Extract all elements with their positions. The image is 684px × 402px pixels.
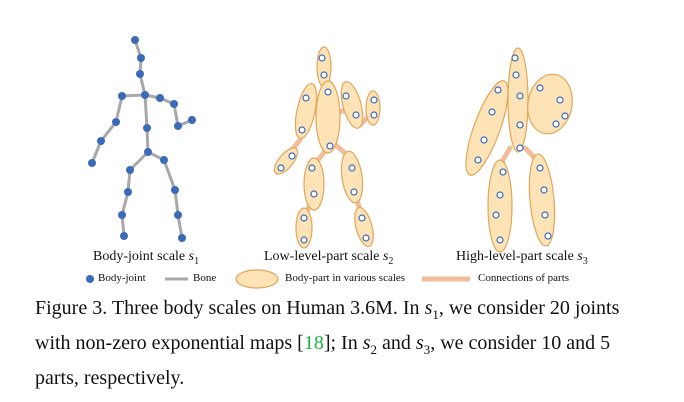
caption-prefix: Figure 3. Three body scales on Human 3.6… <box>35 297 425 319</box>
legend-connection-label: Connections of parts <box>478 272 570 284</box>
scale-variable: s <box>382 249 389 264</box>
caption-var-s1: s <box>424 297 433 319</box>
skeleton-panel <box>88 36 196 242</box>
panel-name: Low-level-part scale <box>264 249 380 264</box>
caption-suffix: , we consider 10 and 5 parts, respective… <box>35 332 611 389</box>
panel-label-low-level-part: Low-level-part scale s2 <box>264 249 393 267</box>
legend-markers <box>86 269 470 289</box>
panel-name: High-level-part scale <box>456 249 574 264</box>
caption-sub-3: 3 <box>423 342 431 357</box>
panel-label-high-level-part: High-level-part scale s3 <box>456 249 588 267</box>
scale-subscript: 1 <box>194 255 200 267</box>
caption-sub-2: 2 <box>370 342 378 357</box>
scale-variable: s <box>577 249 583 264</box>
caption-sub-1: 1 <box>432 307 439 322</box>
caption-var-s2: s <box>362 332 371 354</box>
high-level-parts-panel <box>465 47 573 253</box>
citation-link[interactable]: 18 <box>303 332 324 354</box>
legend-part-marker <box>235 269 279 289</box>
legend-joint-label: Body-joint <box>98 272 146 284</box>
bones <box>90 38 194 240</box>
panel-name: Body-joint scale <box>93 249 186 264</box>
legend-joint-marker <box>86 275 94 283</box>
joints <box>88 36 196 242</box>
part-joints <box>277 54 378 244</box>
scale-variable: s <box>188 249 195 264</box>
scale-subscript: 2 <box>388 255 394 267</box>
low-level-parts-panel <box>273 46 381 249</box>
panel-label-body-joint: Body-joint scale s1 <box>93 249 199 267</box>
legend-bone-label: Bone <box>193 272 217 284</box>
scale-subscript: 3 <box>582 255 588 267</box>
figure-diagram <box>86 36 573 289</box>
part-joints <box>474 54 569 244</box>
legend-part-label: Body-part in various scales <box>285 272 406 284</box>
caption-and: and <box>377 332 416 354</box>
caption-var-s3: s <box>415 332 424 354</box>
caption-mid1: , we consider 20 joints with non-zero ex… <box>35 297 620 354</box>
caption-mid2: ]; In <box>323 332 363 354</box>
figure-caption: Figure 3. Three body scales on Human 3.6… <box>35 294 655 393</box>
